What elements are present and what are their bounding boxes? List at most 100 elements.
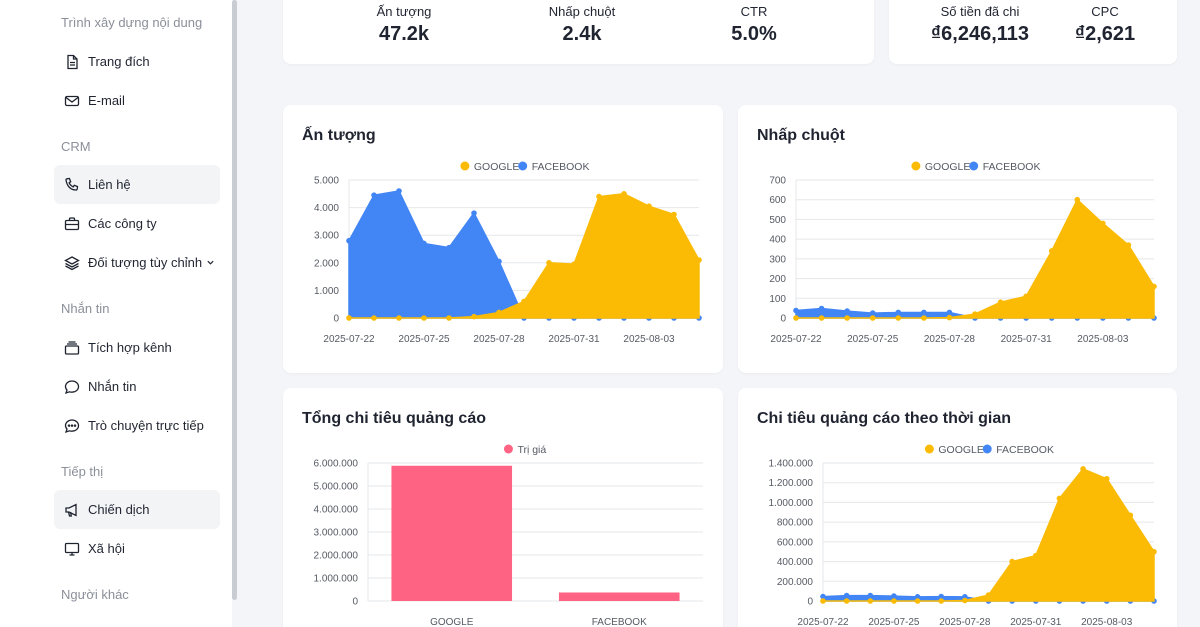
x-tick-label: 2025-07-25 — [398, 334, 450, 345]
section-content-builder: Trình xây dựng nội dung — [61, 15, 203, 30]
data-point-google — [596, 193, 602, 200]
clicks-chart-card: Nhấp chuột 0 100 200 300 400 500 600 700 2025-07… — [738, 105, 1177, 373]
mail-icon — [64, 93, 80, 109]
spend-over-time-chart: 0 200.000 400.000 600.000 800.000 1.000.000 1.… — [769, 444, 1157, 627]
y-tick-label: 400 — [769, 235, 786, 246]
sidebar-item-companies[interactable]: Các công ty — [54, 204, 220, 243]
data-point-facebook — [396, 188, 402, 194]
legend-item-facebook: FACEBOOK — [969, 161, 1040, 173]
data-point-google — [671, 211, 677, 218]
section-marketing: Tiếp thị — [61, 464, 104, 479]
sidebar-item-label: Tích hợp kênh — [88, 340, 172, 355]
legend-label: GOOGLE — [925, 161, 971, 173]
legend-item-google: GOOGLE — [924, 444, 984, 456]
data-point-google — [938, 598, 945, 604]
data-point-google — [820, 598, 826, 604]
data-point-google — [471, 313, 477, 320]
sidebar: Trình xây dựng nội dung Trang đích E-mai… — [0, 0, 232, 627]
y-tick-label: 0 — [780, 314, 786, 325]
data-point-google — [843, 598, 850, 604]
sidebar-item-custom-objects[interactable]: Đối tượng tùy chỉnh — [54, 243, 220, 282]
x-tick-label: 2025-07-28 — [924, 334, 976, 345]
sidebar-item-messages[interactable]: Nhắn tin — [54, 367, 220, 406]
sidebar-item-social[interactable]: Xã hội — [54, 529, 220, 568]
data-point-facebook — [843, 592, 850, 599]
spend-over-time-chart-card: Chi tiêu quảng cáo theo thời gian 0 200.0… — [738, 388, 1177, 627]
chart-title: Tổng chi tiêu quảng cáo — [302, 410, 486, 427]
x-tick-label: 2025-08-03 — [1077, 334, 1129, 345]
data-point-google — [895, 315, 902, 321]
data-point-facebook — [895, 309, 902, 316]
y-tick-label: 600 — [769, 195, 786, 206]
sidebar-item-label: Trang đích — [88, 54, 150, 69]
y-tick-label: 0 — [333, 314, 339, 325]
stat-label: Ấn tượng — [376, 4, 432, 19]
legend-swatch — [503, 444, 513, 454]
data-point-google — [972, 311, 978, 317]
data-point-google — [521, 298, 527, 305]
data-point-google — [921, 315, 927, 321]
chart-title: Nhấp chuột — [757, 127, 845, 144]
legend-swatch — [518, 161, 528, 171]
y-tick-label: 800.000 — [777, 518, 814, 529]
sidebar-item-landing-page[interactable]: Trang đích — [54, 42, 220, 81]
legend-swatch — [969, 161, 979, 171]
data-point-facebook — [818, 305, 825, 312]
x-tick-label: 2025-08-03 — [1081, 617, 1133, 627]
y-tick-label: 3.000.000 — [314, 528, 359, 539]
data-point-google — [869, 315, 876, 321]
data-point-facebook — [471, 210, 477, 216]
sidebar-item-email[interactable]: E-mail — [54, 81, 220, 120]
y-tick-label: 400.000 — [777, 557, 814, 568]
y-tick-label: 200.000 — [777, 577, 814, 588]
data-point-google — [421, 315, 427, 321]
y-tick-label: 2.000 — [314, 258, 339, 269]
clicks-chart: 0 100 200 300 400 500 600 700 2025-07-22 2025-07-… — [769, 161, 1157, 345]
data-point-google — [1125, 242, 1132, 248]
x-tick-label: 2025-07-22 — [770, 334, 822, 345]
inbox-stack-icon — [64, 340, 80, 356]
data-point-google — [621, 191, 627, 197]
data-point-google — [867, 598, 874, 604]
chevron-down-icon[interactable] — [206, 258, 215, 267]
megaphone-icon — [64, 502, 80, 518]
y-tick-label: 0 — [352, 597, 358, 608]
chart-title: Ấn tượng — [302, 127, 376, 144]
y-tick-label: 1.200.000 — [769, 478, 814, 489]
legend-label: FACEBOOK — [532, 161, 590, 173]
y-tick-label: 4.000.000 — [314, 505, 359, 516]
sidebar-item-contacts[interactable]: Liên hệ — [54, 165, 220, 204]
stat-label: CTR — [740, 4, 768, 19]
data-point-google — [962, 597, 968, 604]
data-point-facebook — [793, 307, 799, 314]
sidebar-item-label: Xã hội — [88, 541, 125, 556]
section-others: Người khác — [61, 587, 129, 602]
y-tick-label: 2.000.000 — [314, 551, 359, 562]
data-point-facebook — [867, 592, 874, 599]
stat-value: ₫6,246,113 — [930, 23, 1030, 45]
data-point-facebook — [844, 308, 850, 314]
data-point-facebook — [446, 244, 452, 251]
legend-swatch — [911, 161, 921, 171]
sidebar-item-label: Chiến dịch — [88, 502, 150, 517]
stat-value: 47.2k — [378, 23, 430, 45]
y-tick-label: 1.000.000 — [314, 574, 359, 585]
y-tick-label: 0 — [807, 597, 813, 608]
y-tick-label: 600.000 — [777, 537, 814, 548]
y-tick-label: 200 — [769, 274, 786, 285]
data-point-facebook — [820, 593, 826, 600]
legend-swatch — [460, 161, 470, 171]
x-tick-label: 2025-07-31 — [1001, 334, 1053, 345]
sidebar-item-campaigns[interactable]: Chiến dịch — [54, 490, 220, 529]
sidebar-item-channel-integration[interactable]: Tích hợp kênh — [54, 328, 220, 367]
legend-item-trị-giá: Trị giá — [503, 444, 546, 456]
sidebar-item-label: Nhắn tin — [88, 379, 137, 394]
sidebar-item-live-chat[interactable]: Trò chuyện trực tiếp — [54, 406, 220, 445]
data-point-google — [546, 260, 552, 266]
x-tick-label: 2025-07-22 — [797, 617, 849, 627]
sidebar-item-label: Các công ty — [88, 216, 157, 231]
data-point-google — [793, 315, 799, 321]
chart-title: Chi tiêu quảng cáo theo thời gian — [757, 410, 1012, 427]
data-point-google — [571, 261, 577, 267]
sidebar-scrollbar[interactable] — [232, 0, 237, 600]
